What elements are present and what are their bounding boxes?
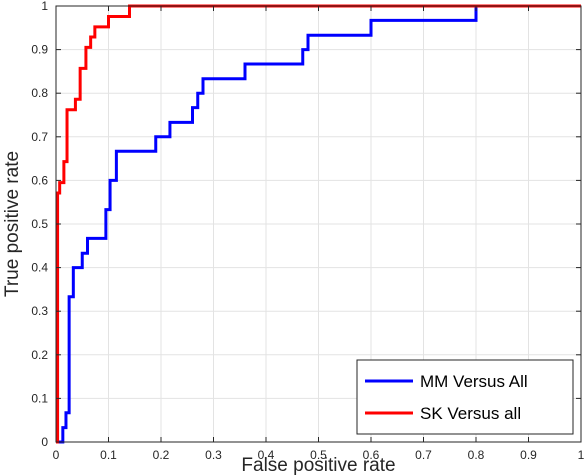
x-tick-label: 0 xyxy=(53,448,60,462)
x-tick-label: 0.4 xyxy=(258,448,275,462)
x-tick-label: 0.2 xyxy=(153,448,170,462)
x-tick-label: 0.1 xyxy=(100,448,117,462)
y-axis-label: True positive rate xyxy=(2,151,23,297)
x-tick-label: 0.3 xyxy=(205,448,222,462)
x-tick-label: 0.9 xyxy=(520,448,537,462)
legend-label-1: MM Versus All xyxy=(420,372,528,391)
y-tick-labels: 0 0.1 0.2 0.3 0.4 0.5 0.6 0.7 0.8 0.9 1 xyxy=(31,0,48,449)
legend: MM Versus All SK Versus all xyxy=(356,359,574,435)
y-tick-label: 0.1 xyxy=(31,391,48,405)
series-line-1 xyxy=(56,4,581,444)
x-axis-label: False positive rate xyxy=(241,455,395,476)
y-tick-label: 0.3 xyxy=(31,304,48,318)
x-tick-label: 0.8 xyxy=(468,448,485,462)
x-tick-labels: 0 0.1 0.2 0.3 0.4 0.5 0.6 0.7 0.8 0.9 1 xyxy=(53,448,584,462)
tick-marks xyxy=(55,5,582,443)
y-tick-label: 0 xyxy=(41,435,48,449)
y-tick-label: 0.4 xyxy=(31,261,48,275)
x-tick-label: 1 xyxy=(578,448,584,462)
legend-box xyxy=(356,359,574,435)
x-tick-label: 0.7 xyxy=(415,448,432,462)
y-tick-label: 0.9 xyxy=(31,43,48,57)
x-tick-label: 0.5 xyxy=(310,448,327,462)
y-tick-label: 0.8 xyxy=(31,86,48,100)
y-tick-label: 0.6 xyxy=(31,173,48,187)
series-group xyxy=(56,4,581,444)
y-tick-label: 0.2 xyxy=(31,348,48,362)
series-line-2 xyxy=(56,4,581,444)
x-tick-label: 0.6 xyxy=(363,448,380,462)
y-tick-label: 1 xyxy=(41,0,48,13)
legend-label-2: SK Versus all xyxy=(420,404,521,423)
y-tick-label: 0.5 xyxy=(31,217,48,231)
y-tick-label: 0.7 xyxy=(31,130,48,144)
